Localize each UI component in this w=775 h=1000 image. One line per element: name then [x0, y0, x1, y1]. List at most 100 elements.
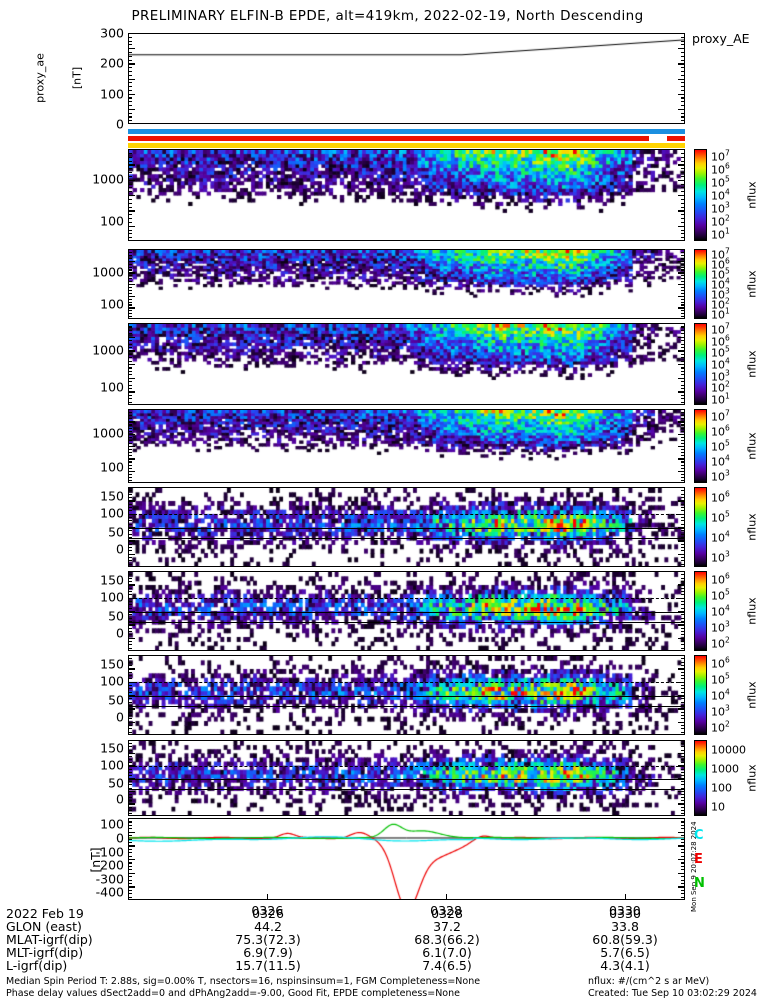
- en-omni-ytick: 100: [100, 213, 124, 229]
- en-anti-colorbar-label: nflux: [745, 270, 759, 298]
- pa-ch3lc-colorbar-tick: 100: [711, 781, 732, 794]
- en-omni-colorbar-tick: 106: [711, 161, 730, 177]
- en-para-colorbar-tick: 107: [711, 409, 730, 424]
- pa-ch1lc-colorbar-tick: 105: [711, 587, 730, 603]
- en-anti-ytick: 1000: [92, 264, 124, 280]
- pa-ch2lc-colorbar-tick: 106: [711, 655, 730, 671]
- fgm-ytick: -100: [95, 844, 124, 860]
- pa-ch2lc-panel: [128, 655, 685, 735]
- en-perp-colorbar-tick: 102: [711, 380, 730, 395]
- footer-value-1-1: 37.2: [433, 919, 461, 934]
- pa-ch0lc-reference-line: [129, 528, 684, 529]
- pa-ch3lc-reference-line: [129, 766, 684, 767]
- pa-ch2lc-ytick: 0: [116, 709, 124, 725]
- en-para-ylabel: elbpefenspec2plotpara[keV]: [0, 28, 388, 39]
- fgm-traces: [129, 819, 684, 899]
- pa-ch1lc-colorbar-tick: 104: [711, 603, 730, 619]
- pa-ch2lc-reference-line: [129, 706, 684, 707]
- proxy-ae-panel: [128, 33, 685, 124]
- pa-ch1lc-colorbar-tick: 103: [711, 619, 730, 635]
- proxy-ae-ytick: 100: [100, 86, 124, 102]
- en-perp-ytick: 100: [100, 379, 124, 395]
- en-perp-colorbar-label: nflux: [745, 350, 759, 378]
- en-perp-colorbar-tick: 101: [711, 391, 730, 407]
- note-right-1: nflux: #/(cm^2 s ar MeV): [588, 976, 710, 987]
- pa-ch2lc-ytick: 50: [108, 692, 124, 708]
- pa-ch0lc-reference-line: [129, 538, 684, 539]
- footer-value-0-0: 0326: [252, 906, 284, 921]
- proxy-ae-trace: [129, 34, 684, 123]
- pa-ch0lc-reference-line: [129, 514, 684, 515]
- footer-value-3-0: 6.9(7.9): [243, 945, 293, 960]
- en-omni-ytick: 1000: [92, 171, 124, 187]
- pa-ch0lc-spectrogram: [129, 488, 684, 566]
- pa-ch2lc-ylabel: elbpefpaspec2plotch2LC[deg]: [0, 61, 388, 72]
- pa-ch2lc-colorbar-tick: 104: [711, 687, 730, 703]
- pa-ch1lc-panel: [128, 571, 685, 651]
- pa-ch3lc-colorbar-tick: 1000: [711, 762, 739, 775]
- pa-ch3lc-ytick: 100: [100, 757, 124, 773]
- en-omni-colorbar-tick: 105: [711, 174, 730, 190]
- en-perp-colorbar-tick: 107: [711, 321, 730, 337]
- pa-ch2lc-ytick: 150: [100, 656, 124, 672]
- pa-ch3lc-panel: [128, 740, 685, 816]
- en-anti-spectrogram: [129, 250, 684, 318]
- en-para-ytick: 1000: [92, 425, 124, 441]
- footer-value-4-2: 4.3(4.1): [600, 958, 650, 973]
- pa-ch3lc-reference-line: [129, 779, 684, 780]
- pa-ch1lc-ytick: 150: [100, 572, 124, 588]
- footer-value-2-2: 60.8(59.3): [592, 932, 658, 947]
- en-para-ytick: 100: [100, 459, 124, 475]
- footer-value-0-2: 0330: [609, 906, 641, 921]
- proxy-ae-ytick: 300: [100, 25, 124, 41]
- pa-ch0lc-ytick: 50: [108, 524, 124, 540]
- pa-ch2lc-reference-line: [129, 682, 684, 683]
- fgm-ytick: 0: [116, 830, 124, 846]
- en-omni-colorbar-label: nflux: [745, 181, 759, 209]
- pa-ch3lc-colorbar-tick: 10000: [711, 743, 746, 756]
- pa-ch1lc-colorbar-tick: 106: [711, 571, 730, 587]
- pa-ch2lc-colorbar-tick: 103: [711, 703, 730, 719]
- en-para-colorbar-label: nflux: [745, 432, 759, 460]
- fgm-ytick: -200: [95, 857, 124, 873]
- en-para-spectrogram: [129, 410, 684, 482]
- note-right-2: Created: Tue Sep 10 03:02:29 2024: [588, 988, 757, 999]
- pa-ch0lc-colorbar-tick: 104: [711, 529, 730, 545]
- pa-ch1lc-ytick: 0: [116, 625, 124, 641]
- en-perp-colorbar-tick: 105: [711, 344, 730, 360]
- footer-value-1-2: 33.8: [611, 919, 639, 934]
- footer-value-4-1: 7.4(6.5): [422, 958, 472, 973]
- red-status-bar: [128, 136, 649, 141]
- fgm-ytick: -300: [95, 871, 124, 887]
- proxy-ae-right-label: proxy_AE: [692, 31, 750, 46]
- pa-ch0lc-panel: [128, 487, 685, 567]
- pa-ch3lc-ytick: 50: [108, 775, 124, 791]
- pa-ch3lc-colorbar: [694, 740, 707, 816]
- pa-ch2lc-ytick: 100: [100, 673, 124, 689]
- footer-label-3: MLT-igrf(dip): [6, 945, 84, 960]
- en-para-colorbar-tick: 104: [711, 453, 730, 469]
- footer-value-2-0: 75.3(72.3): [235, 932, 301, 947]
- en-anti-colorbar: [694, 249, 707, 319]
- xaxis-tick-mark: [624, 894, 627, 900]
- en-anti-colorbar-tick: 107: [711, 246, 730, 262]
- pa-ch0lc-ytick: 0: [116, 541, 124, 557]
- fgm-ytick: 100: [100, 816, 124, 832]
- en-perp-colorbar: [694, 323, 707, 405]
- en-perp-ylabel: elbpefenspec2plotperp[keV]: [0, 17, 388, 28]
- en-anti-colorbar-tick: 105: [711, 266, 730, 282]
- footer-value-0-1: 0328: [431, 906, 463, 921]
- pa-ch3lc-spectrogram: [129, 741, 684, 815]
- pa-ch3lc-colorbar-label: nflux: [745, 764, 759, 792]
- en-anti-colorbar-tick: 106: [711, 256, 730, 272]
- pa-ch1lc-colorbar: [694, 571, 707, 651]
- en-perp-colorbar-tick: 106: [711, 333, 730, 348]
- footer-value-2-1: 68.3(66.2): [414, 932, 480, 947]
- en-para-colorbar: [694, 409, 707, 483]
- pa-ch3lc-ylabel: elbpefpaspec2plotch3LC[deg]: [0, 72, 388, 83]
- footer-label-4: L-igrf(dip): [6, 958, 68, 973]
- en-para-panel: [128, 409, 685, 483]
- footer-value-3-2: 5.7(6.5): [600, 945, 650, 960]
- pa-ch1lc-ylabel: elbpefpaspec2plotch1LC[deg]: [0, 50, 388, 61]
- en-omni-spectrogram: [129, 150, 684, 240]
